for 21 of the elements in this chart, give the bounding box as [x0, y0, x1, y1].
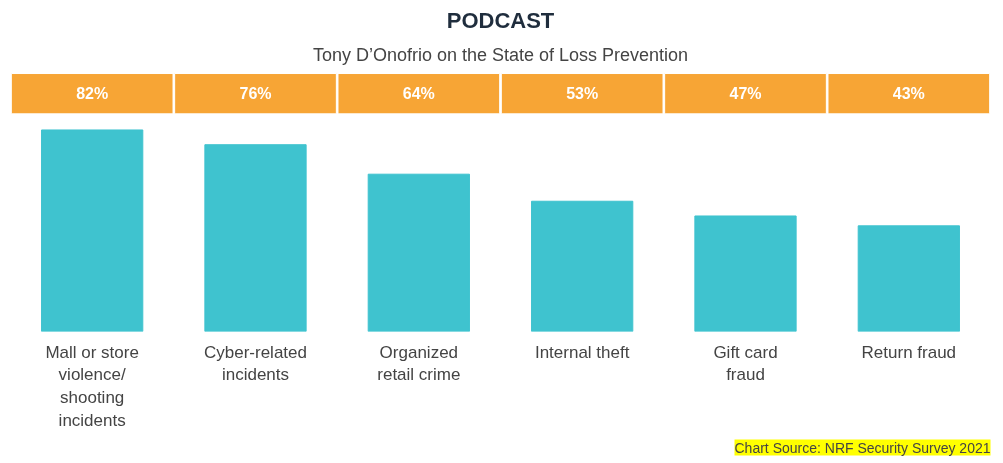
x-tick-label: Cyber-related incidents [204, 342, 308, 385]
data-label: 64% [402, 85, 435, 103]
text: Chart Source: NRF Security Survey 2021 [734, 439, 991, 456]
bar [41, 129, 144, 332]
x-tick-label: Return fraud [861, 342, 957, 362]
bar [694, 215, 797, 332]
data-label: 53% [566, 85, 599, 103]
bar [367, 173, 470, 332]
data-label: 82% [76, 85, 109, 103]
data-label: 43% [892, 85, 925, 103]
chart-title: PODCAST [446, 7, 555, 33]
x-tick-label: Organized retail crime [377, 342, 461, 385]
x-tick-label: Gift card fraud [713, 342, 778, 385]
bar [857, 225, 960, 332]
x-tick-label: Internal theft [534, 342, 630, 362]
x-tick-label: Mall or store violence/ shooting incidents [45, 342, 139, 430]
bar [531, 200, 634, 332]
chart-subtitle: Tony D’Onofrio on the State of Loss Prevention [312, 44, 689, 65]
data-label: 76% [239, 85, 272, 103]
bar [204, 144, 307, 332]
data-label: 47% [729, 85, 762, 103]
